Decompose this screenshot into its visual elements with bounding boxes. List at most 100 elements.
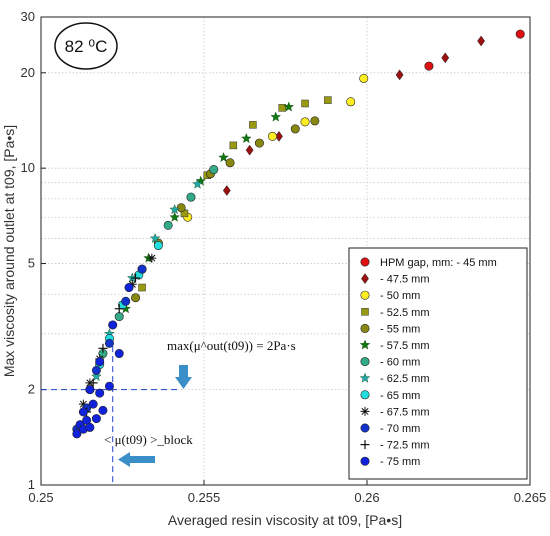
data-point: [310, 116, 320, 126]
data-point: [163, 220, 173, 230]
legend-marker: [359, 339, 371, 350]
data-point: [290, 124, 300, 134]
x-tick-label: 0.25: [28, 490, 53, 505]
legend-label: - 67.5 mm: [380, 406, 430, 418]
data-point: [78, 407, 88, 417]
data-point: [147, 253, 157, 263]
data-point: [225, 158, 235, 168]
y-tick-label: 10: [21, 160, 35, 175]
data-point: [88, 378, 98, 388]
legend-label: HPM gap, mm: - 45 mm: [380, 257, 497, 269]
data-point: [88, 399, 98, 409]
data-point: [85, 385, 95, 395]
data-point: [121, 296, 131, 306]
data-point: [108, 320, 118, 330]
data-point: [91, 370, 102, 382]
legend-marker: [360, 406, 370, 416]
legend-marker: [359, 372, 371, 383]
data-point: [249, 121, 257, 129]
data-point: [229, 141, 238, 150]
legend-marker: [360, 323, 370, 333]
temperature-text: 82 ⁰C: [65, 37, 108, 56]
legend-label: - 57.5 mm: [380, 340, 430, 352]
arrow-left-icon: [118, 452, 155, 467]
data-point: [192, 178, 203, 189]
data-point: [359, 73, 369, 83]
data-point: [254, 138, 264, 148]
data-point: [91, 365, 101, 375]
annotation-block-average: < μ(t09) >_block: [104, 432, 193, 447]
legend-marker: [361, 273, 369, 285]
data-point: [515, 29, 525, 39]
x-tick-label: 0.265: [514, 490, 547, 505]
data-point: [114, 304, 124, 314]
axis-ticks: 0.25 0.255 0.26 0.265 1 2 5 10 20 30: [21, 9, 547, 505]
series-7: [91, 178, 203, 382]
data-points: [72, 29, 525, 439]
y-tick-label: 20: [21, 65, 35, 80]
legend-marker: [360, 257, 370, 267]
x-tick-label: 0.26: [354, 490, 379, 505]
data-point: [424, 61, 434, 71]
legend-label: - 47.5 mm: [380, 274, 430, 286]
legend-box: [348, 247, 528, 480]
data-point: [283, 101, 295, 112]
plot-frame: [40, 16, 531, 486]
data-point: [270, 111, 282, 122]
series-2: [183, 73, 369, 222]
data-point: [91, 414, 101, 424]
legend-marker: [360, 390, 370, 400]
legend-marker: [360, 357, 370, 367]
data-point: [124, 283, 134, 293]
data-point: [98, 343, 108, 353]
data-point: [95, 388, 105, 398]
legend-marker: [360, 456, 370, 466]
data-point: [301, 99, 309, 108]
legend: HPM gap, mm: - 45 mm - 47.5 mm - 50 mm - 52…: [359, 257, 497, 468]
series-12: [72, 283, 134, 439]
data-point: [138, 283, 146, 292]
data-point: [131, 273, 141, 283]
data-point: [72, 429, 82, 439]
data-point: [395, 69, 404, 81]
annotation-max-viscosity: max(μ^out(t09)) = 2Pa·s: [167, 338, 296, 353]
data-point: [104, 338, 114, 348]
y-tick-label: 1: [28, 477, 35, 492]
guide-lines: [41, 336, 182, 485]
data-point: [222, 185, 231, 196]
data-point: [267, 131, 277, 141]
legend-label: - 65 mm: [380, 390, 420, 402]
series-0: [424, 29, 525, 71]
data-point: [324, 96, 332, 104]
arrow-down-icon: [175, 365, 192, 389]
legend-label: - 55 mm: [380, 323, 420, 335]
data-point: [176, 203, 186, 213]
series-1: [222, 35, 486, 196]
legend-label: - 72.5 mm: [380, 440, 430, 452]
data-point: [169, 211, 180, 222]
data-point: [245, 144, 254, 156]
legend-label: - 62.5 mm: [380, 373, 430, 385]
data-point: [131, 293, 141, 303]
y-tick-label: 2: [28, 382, 35, 397]
x-tick-label: 0.255: [188, 490, 221, 505]
data-point: [149, 232, 161, 243]
legend-label: - 52.5 mm: [380, 307, 430, 319]
y-tick-label: 5: [28, 256, 35, 271]
data-point: [169, 204, 180, 215]
data-point: [137, 264, 147, 274]
data-point: [300, 117, 310, 127]
data-point: [104, 381, 114, 391]
data-point: [114, 349, 124, 359]
data-point: [98, 405, 108, 415]
data-point: [153, 241, 163, 251]
data-point: [278, 104, 286, 112]
legend-label: - 50 mm: [380, 290, 420, 302]
legend-marker: [360, 423, 370, 433]
series-5: [120, 101, 295, 314]
data-point: [346, 97, 356, 107]
legend-marker: [360, 440, 370, 450]
legend-label: - 60 mm: [380, 357, 420, 369]
data-point: [85, 422, 95, 432]
